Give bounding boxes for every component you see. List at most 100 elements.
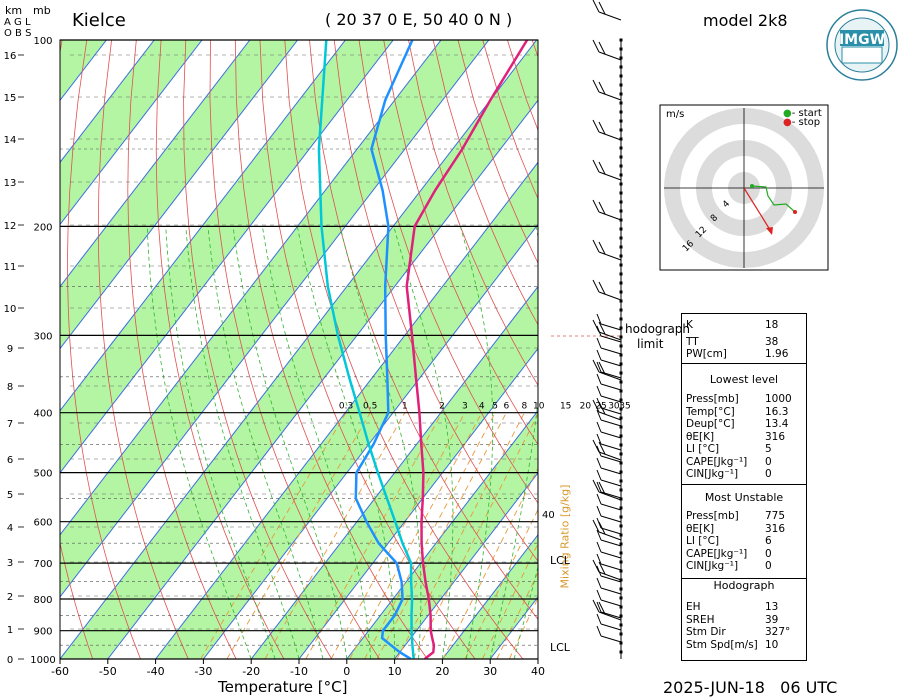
index-row: K <box>686 319 693 331</box>
isotherm-line <box>60 40 394 474</box>
wind-barb-flag <box>592 519 600 533</box>
wind-barb-flag <box>596 505 602 517</box>
km-tick-label: 2 <box>7 592 13 603</box>
km-tick-label: 10 <box>4 304 17 315</box>
wind-barb-dense <box>596 589 622 607</box>
km-tick-label: 8 <box>7 382 13 393</box>
model-name: model 2k8 <box>703 11 788 30</box>
index-label: Stm Dir <box>686 626 726 638</box>
wind-barb <box>592 119 622 141</box>
wind-barb-staff <box>600 431 622 439</box>
moist-adiabat <box>262 226 372 659</box>
wind-barb <box>592 479 622 501</box>
mixing-ratio-line <box>349 412 483 659</box>
index-value: 1000 <box>765 393 792 405</box>
wind-barb-flag <box>592 119 600 133</box>
wind-barb-flag <box>598 241 606 255</box>
wind-level-dot <box>619 47 623 51</box>
x-tick-label: -10 <box>290 665 308 678</box>
km-tick-label: 13 <box>4 178 17 189</box>
wind-level-dot <box>619 362 623 366</box>
legend-stop-text: - stop <box>791 117 821 128</box>
wind-barb <box>592 599 622 621</box>
isotherm-line <box>298 347 538 659</box>
mixing-ratio-label: 1 <box>402 402 408 412</box>
wind-barb-flag <box>596 421 602 433</box>
km-tick-label: 12 <box>4 221 17 232</box>
wind-barb-flag <box>592 279 600 293</box>
isotherm-line <box>442 534 538 659</box>
wind-barb-flag <box>592 319 600 333</box>
wind-barb-flag <box>592 399 600 413</box>
x-tick-label: 30 <box>483 665 497 678</box>
wind-barb-staff <box>600 599 622 607</box>
index-label: Temp[°C] <box>686 405 735 418</box>
isotherm-line <box>60 40 490 598</box>
wind-barb-flag <box>598 121 606 135</box>
wind-barb-staff <box>600 623 622 631</box>
mixing-ratio-label: 5 <box>492 402 498 412</box>
wind-barb-flag <box>598 561 606 575</box>
mb-unit-label: mb <box>33 4 51 17</box>
index-label: Press[mb] <box>686 510 739 522</box>
wind-barb-staff <box>598 491 622 501</box>
wind-level-dot <box>619 614 623 618</box>
pressure-tick-label: 500 <box>33 469 52 480</box>
hodograph-unit: m/s <box>666 109 685 120</box>
wind-level-dot <box>619 542 623 546</box>
isotherm-line <box>60 40 203 226</box>
wind-barb-flag <box>598 201 606 215</box>
imgw-logo: IMGW <box>826 9 898 81</box>
mixing-ratio-labels: 0.30.51234568101520253035 <box>339 402 631 412</box>
wind-barb-dense <box>596 469 622 487</box>
km-tick-label: 0 <box>7 655 13 666</box>
wind-barb-flag <box>596 337 602 349</box>
wind-barb-dense <box>596 361 622 379</box>
wind-level-dot <box>619 92 623 96</box>
km-tick-label: 16 <box>4 51 17 62</box>
wind-barb-dense <box>596 613 622 631</box>
index-label: K <box>686 319 693 331</box>
wind-barb-flag <box>596 385 602 397</box>
wind-barb-dense <box>596 397 622 415</box>
wind-barb-dense <box>596 625 622 643</box>
mixing-ratio-label: 4 <box>479 402 485 412</box>
wind-barb-flag <box>592 599 600 613</box>
wind-level-dot <box>619 173 623 177</box>
index-label: Deup[°C] <box>686 418 735 430</box>
indices-top: K 18 TT 38 PW[cm] 1.96 <box>682 314 806 364</box>
logo-text: IMGW <box>839 32 885 48</box>
wind-barb-flag <box>598 361 606 375</box>
pressure-tick-label: 200 <box>33 222 52 233</box>
wind-level-dot <box>619 56 623 60</box>
index-label: PW[cm] <box>686 348 727 360</box>
indices-panel: K 18 TT 38 PW[cm] 1.96 Lowest level Pres… <box>681 313 807 661</box>
km-tick-label: 3 <box>7 558 13 569</box>
wind-barb-flag <box>596 373 602 385</box>
wind-barb-staff <box>598 371 622 381</box>
station-coords: ( 20 37 0 E, 50 40 0 N ) <box>325 10 513 29</box>
wind-barb-flag <box>596 493 602 505</box>
storm-motion-arrowhead <box>766 227 773 235</box>
wind-level-dot <box>619 470 623 474</box>
wind-barb-flag <box>596 361 602 373</box>
wind-barb-flag <box>598 41 606 55</box>
x-tick-label: -20 <box>242 665 260 678</box>
isotherm-line <box>60 40 251 288</box>
wind-barb-dense <box>596 409 622 427</box>
km-tick-label: 9 <box>7 344 13 355</box>
wind-level-dot <box>619 146 623 150</box>
wind-level-dot <box>619 245 623 249</box>
wind-barb-flag <box>592 159 600 173</box>
wind-barb-staff <box>598 131 622 141</box>
lcl-label-lower: LCL <box>550 641 570 654</box>
wind-barb-flag <box>596 529 602 541</box>
wind-barbs <box>592 0 623 659</box>
wind-level-dot <box>619 641 623 645</box>
wind-level-dot <box>619 371 623 375</box>
wind-barb-staff <box>598 171 622 181</box>
wind-barb-staff <box>598 331 622 341</box>
wind-level-dot <box>619 551 623 555</box>
wind-barb-dense <box>596 517 622 535</box>
